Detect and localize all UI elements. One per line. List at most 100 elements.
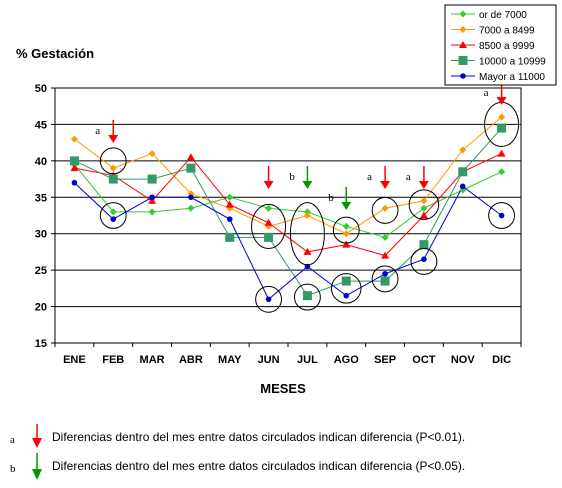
comparison-circle bbox=[99, 147, 127, 175]
footnote-b-text: Diferencias dentro del mes entre datos c… bbox=[52, 459, 466, 473]
legend-marker bbox=[459, 41, 467, 48]
y-tick-label: 35 bbox=[35, 192, 47, 204]
series-line-2 bbox=[74, 153, 502, 257]
data-point bbox=[148, 196, 157, 204]
data-point bbox=[71, 179, 78, 186]
data-point bbox=[69, 156, 79, 166]
annotation-letter: b bbox=[289, 171, 295, 183]
data-point bbox=[497, 123, 507, 133]
y-tick-label: 45 bbox=[35, 119, 47, 131]
data-point bbox=[420, 197, 428, 205]
data-point bbox=[188, 194, 194, 201]
data-point bbox=[70, 164, 79, 172]
comparison-circle bbox=[408, 189, 440, 220]
x-tick-label: AGO bbox=[334, 354, 360, 366]
series-line-4 bbox=[74, 182, 502, 301]
annotation-arrow-head bbox=[108, 135, 119, 143]
footnote-a: a Diferencias dentro del mes entre datos… bbox=[0, 420, 562, 450]
legend-entry: 7000 a 8499 bbox=[479, 26, 535, 37]
red-arrow-icon bbox=[32, 424, 42, 448]
x-tick-label: SEP bbox=[374, 354, 396, 366]
x-axis-title: MESES bbox=[260, 381, 306, 396]
data-point bbox=[147, 174, 157, 184]
legend-entry: 8500 a 9999 bbox=[479, 41, 535, 52]
data-point bbox=[110, 216, 117, 222]
data-point bbox=[381, 251, 390, 259]
data-point bbox=[148, 208, 156, 216]
y-tick-label: 50 bbox=[35, 83, 47, 95]
legend-entry: 10000 a 10999 bbox=[479, 57, 546, 68]
data-point bbox=[380, 276, 390, 286]
comparison-circle bbox=[331, 273, 362, 304]
data-point bbox=[421, 256, 427, 263]
data-point bbox=[226, 216, 233, 222]
y-tick-label: 30 bbox=[35, 229, 47, 241]
data-point bbox=[148, 150, 156, 158]
data-point bbox=[342, 240, 351, 248]
x-tick-label: ABR bbox=[179, 354, 203, 366]
x-tick-label: NOV bbox=[451, 354, 476, 366]
data-point bbox=[187, 204, 195, 212]
comparison-circle bbox=[255, 285, 283, 313]
y-axis-title: % Gestación bbox=[16, 46, 95, 61]
data-point bbox=[419, 240, 429, 250]
annotation-letter: a bbox=[367, 171, 372, 183]
annotation-letter: a bbox=[406, 171, 411, 183]
data-point bbox=[302, 291, 312, 301]
data-point bbox=[303, 212, 311, 219]
footnotes: a Diferencias dentro del mes entre datos… bbox=[0, 416, 562, 488]
data-point bbox=[343, 292, 350, 299]
data-point bbox=[381, 233, 389, 241]
data-point bbox=[381, 204, 389, 212]
data-point bbox=[459, 183, 466, 190]
data-point bbox=[186, 153, 195, 161]
comparison-circle bbox=[251, 203, 287, 249]
data-point bbox=[498, 212, 505, 219]
data-point bbox=[419, 211, 428, 219]
data-point bbox=[226, 193, 234, 201]
legend-marker bbox=[460, 73, 466, 79]
plot-area bbox=[54, 87, 522, 344]
data-point bbox=[109, 164, 117, 172]
series-line-3 bbox=[74, 127, 502, 297]
comparison-circle bbox=[371, 196, 399, 224]
data-point bbox=[186, 163, 196, 173]
series-line-1 bbox=[74, 116, 502, 235]
legend-marker bbox=[458, 56, 468, 65]
annotation-letter: b bbox=[328, 192, 334, 204]
data-point bbox=[420, 204, 428, 212]
data-point bbox=[264, 232, 274, 242]
data-point bbox=[498, 113, 506, 121]
y-tick-label: 15 bbox=[35, 338, 47, 350]
x-tick-label: JUN bbox=[258, 354, 280, 366]
x-tick-label: MAR bbox=[140, 354, 165, 366]
footnote-a-letter: a bbox=[10, 434, 15, 446]
data-point bbox=[342, 230, 350, 238]
data-point bbox=[497, 149, 506, 157]
annotation-arrow-head bbox=[302, 181, 313, 189]
y-tick-label: 20 bbox=[35, 302, 47, 314]
data-point bbox=[109, 208, 117, 216]
footnote-b: b Diferencias dentro del mes entre datos… bbox=[0, 449, 562, 480]
annotation-arrow-head bbox=[418, 181, 429, 189]
annotation-arrow-head bbox=[380, 181, 391, 189]
annotation-arrow-head bbox=[341, 202, 352, 210]
footnote-b-letter: b bbox=[10, 463, 16, 475]
footnote-a-text: Diferencias dentro del mes entre datos c… bbox=[52, 430, 466, 444]
data-point bbox=[458, 167, 468, 177]
annotation-arrow-head bbox=[496, 97, 507, 105]
data-point bbox=[382, 270, 388, 277]
annotation-letter: a bbox=[484, 87, 489, 99]
annotation-arrow-head bbox=[263, 181, 274, 189]
x-tick-label: OCT bbox=[412, 354, 436, 366]
data-point bbox=[225, 232, 235, 242]
x-tick-label: DIC bbox=[492, 354, 511, 366]
green-arrow-icon bbox=[32, 453, 42, 480]
data-point bbox=[303, 208, 311, 216]
legend-entry: Mayor a 11000 bbox=[479, 72, 545, 83]
data-point bbox=[265, 204, 273, 212]
comparison-circle bbox=[410, 247, 438, 275]
data-point bbox=[303, 247, 312, 255]
gestation-chart: 15 20 25 30 35 40 45 50 ENE FEB MAR ABR MAY JUN JUL AGO… bbox=[35, 4, 557, 396]
data-point bbox=[342, 222, 350, 230]
